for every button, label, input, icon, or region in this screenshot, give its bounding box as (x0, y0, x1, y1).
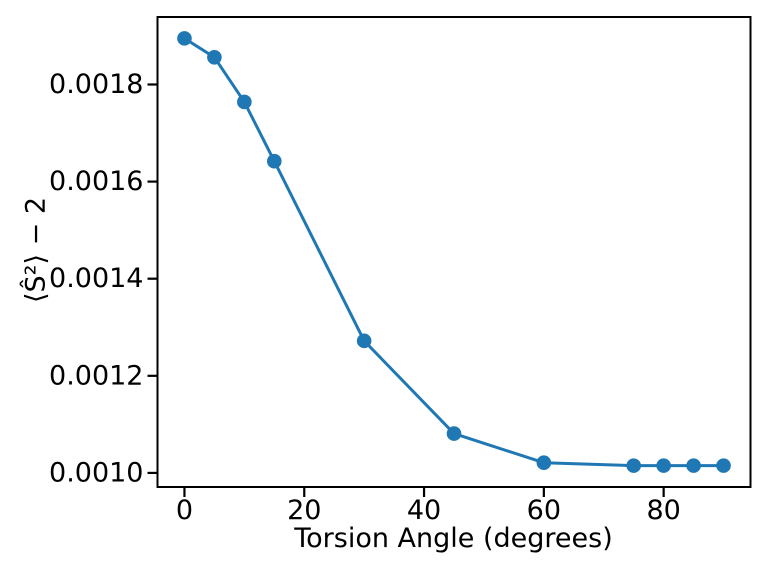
y-axis-label: ⟨Ŝ²⟩ − 2 (20, 197, 52, 303)
data-point-marker (656, 458, 671, 473)
data-point-marker (446, 426, 462, 441)
x-tick-label: 80 (646, 495, 680, 526)
x-tick-label: 60 (527, 495, 561, 526)
data-point-marker (536, 455, 552, 471)
y-tick-label: 0.0014 (49, 263, 143, 294)
data-point-marker (267, 153, 282, 169)
y-tick-label: 0.0018 (49, 69, 143, 100)
data-point-marker (716, 458, 731, 473)
data-point-marker (356, 333, 372, 349)
x-tick-label: 40 (407, 495, 441, 526)
y-tick-label: 0.0010 (49, 457, 143, 488)
data-point-marker (177, 31, 192, 46)
data-point-marker (626, 458, 641, 473)
data-point-marker (207, 49, 222, 65)
data-point-marker (237, 94, 252, 110)
data-line (182, 36, 726, 468)
y-tick-label: 0.0016 (49, 166, 143, 197)
data-point-marker (686, 458, 701, 473)
x-axis-label: Torsion Angle (degrees) (294, 523, 613, 554)
x-tick-label: 20 (287, 495, 321, 526)
y-tick-label: 0.0012 (49, 360, 143, 391)
x-tick-label: 0 (176, 495, 193, 526)
axes-frame (156, 16, 752, 488)
